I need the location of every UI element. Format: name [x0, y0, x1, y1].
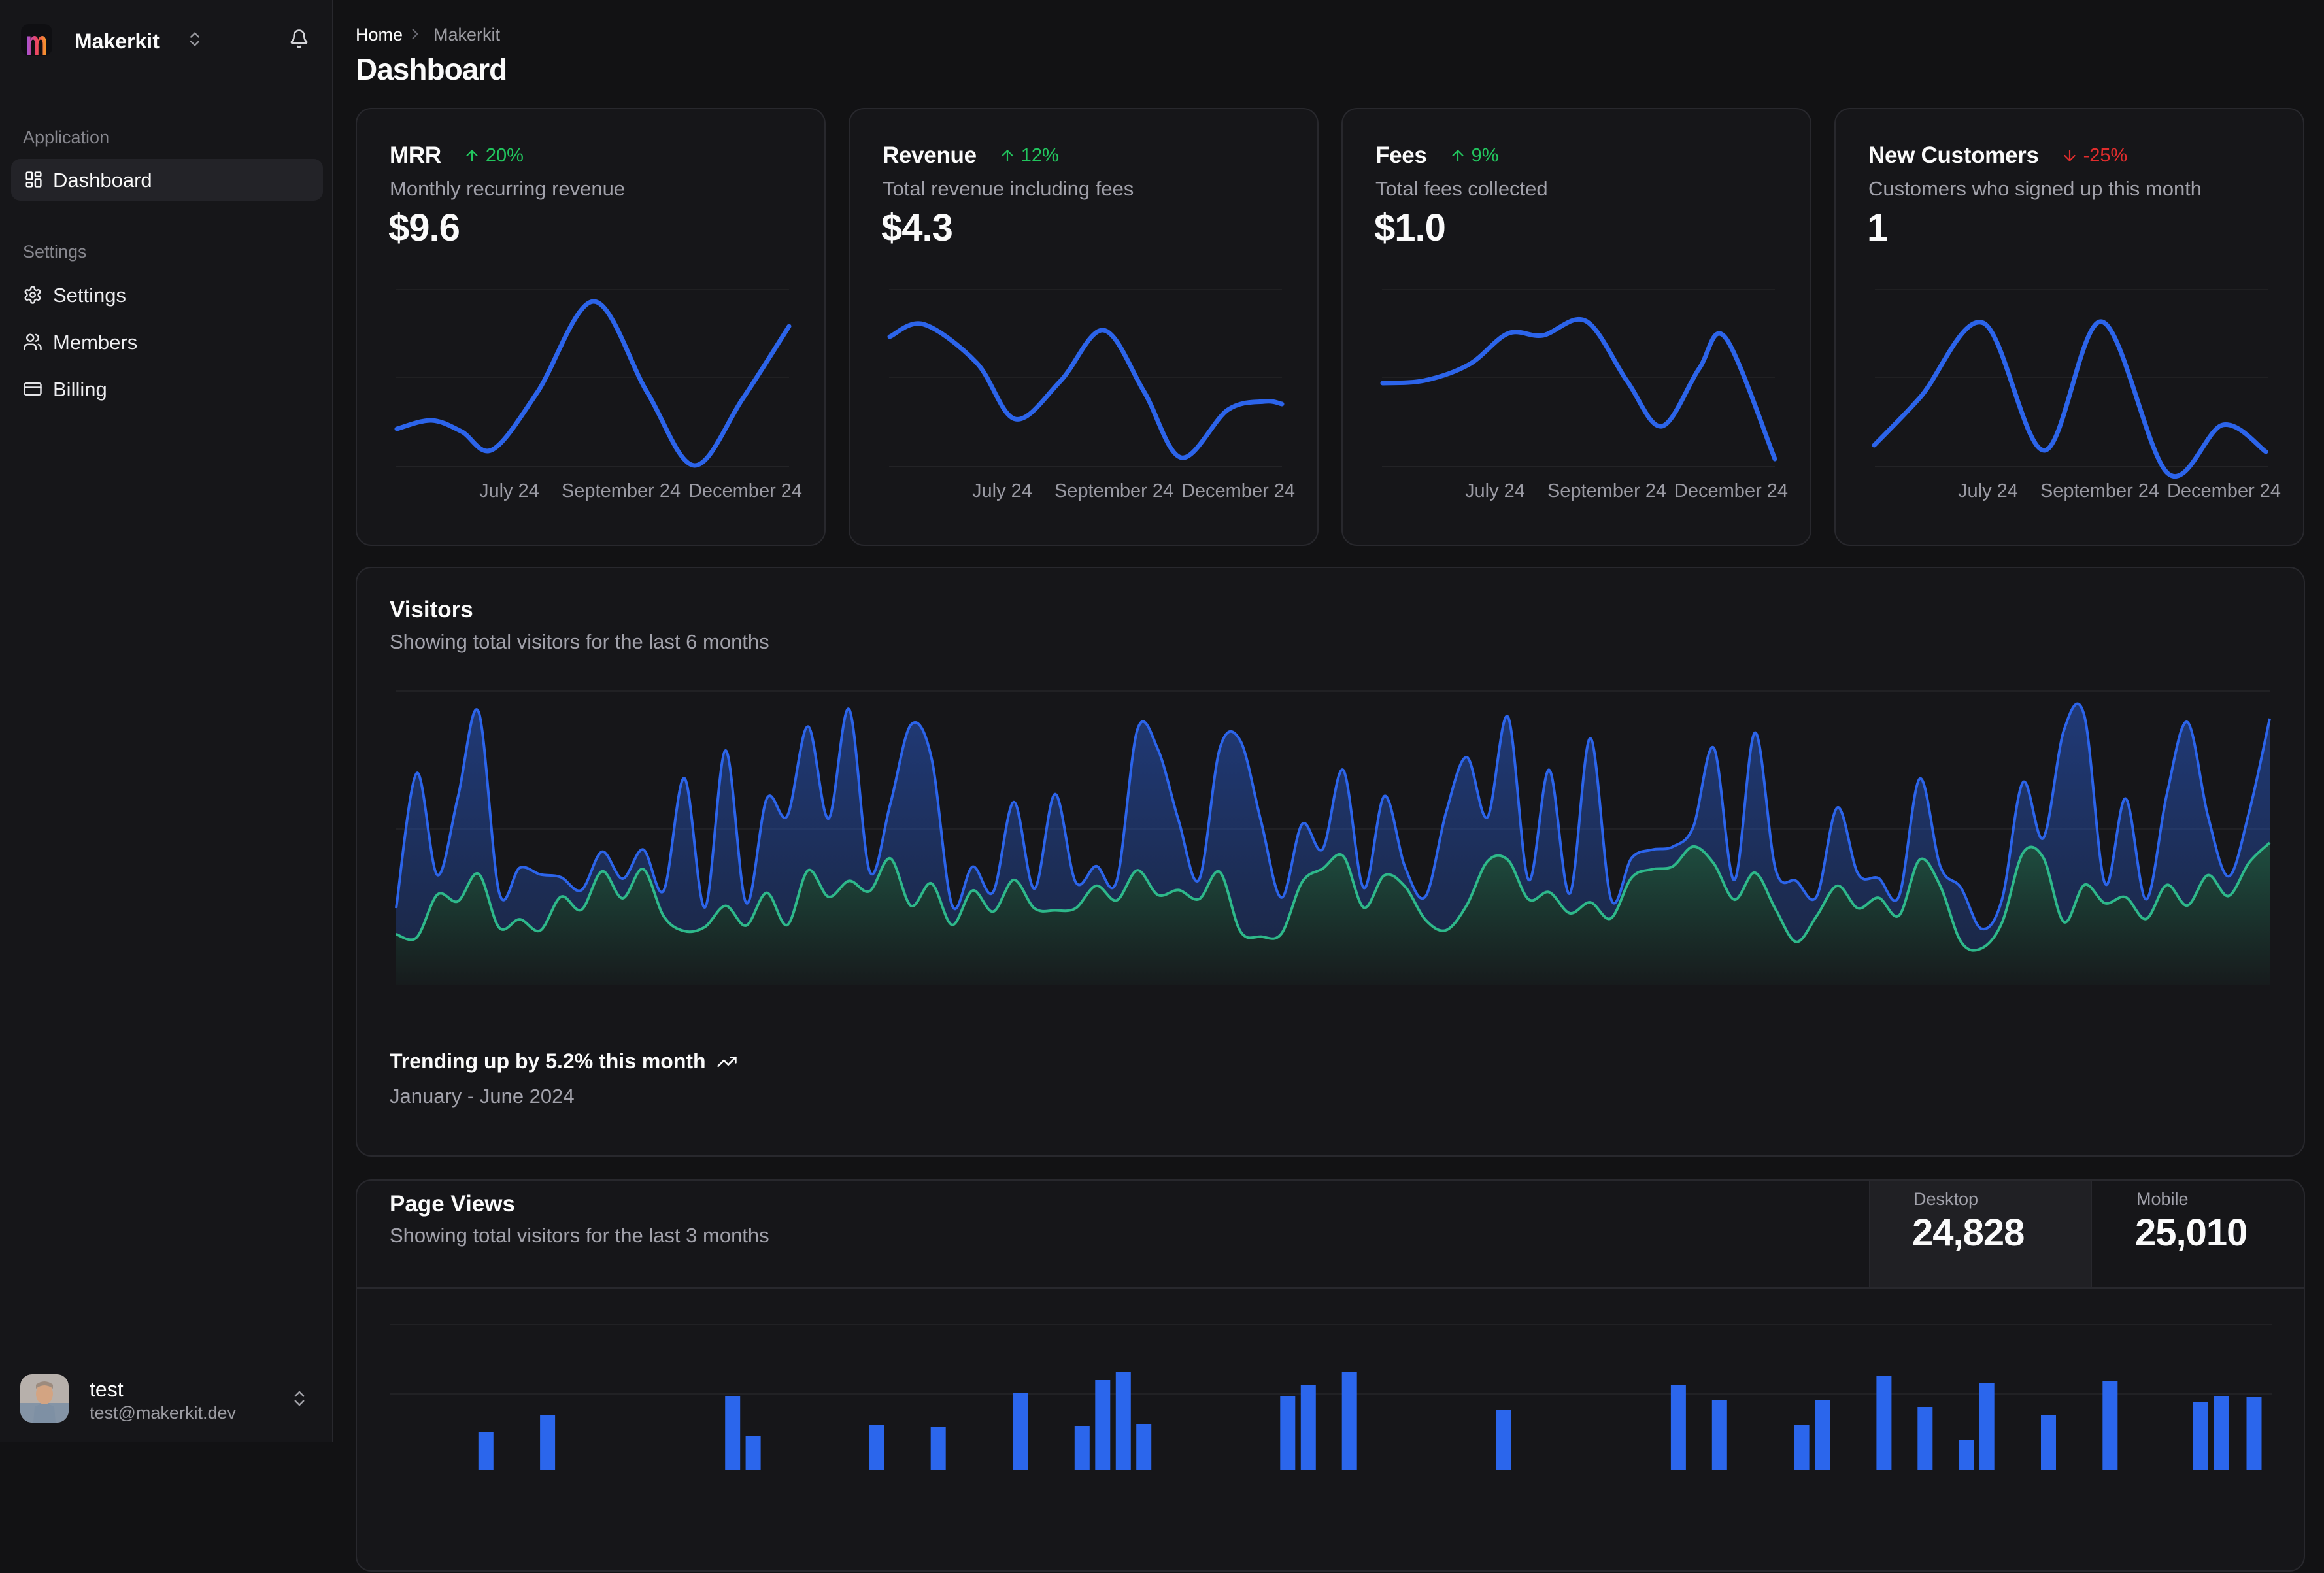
svg-text:September 24: September 24: [562, 481, 681, 501]
svg-text:December 24: December 24: [688, 481, 802, 501]
svg-text:December 24: December 24: [2167, 481, 2281, 501]
svg-text:December 24: December 24: [1674, 481, 1788, 501]
svg-text:December 24: December 24: [1181, 481, 1295, 501]
svg-text:m: m: [25, 24, 48, 56]
svg-text:September 24: September 24: [1547, 481, 1666, 501]
svg-text:July 24: July 24: [1465, 481, 1525, 501]
svg-text:September 24: September 24: [1054, 481, 1173, 501]
svg-text:July 24: July 24: [1958, 481, 2018, 501]
svg-text:September 24: September 24: [2040, 481, 2159, 501]
svg-text:July 24: July 24: [972, 481, 1032, 501]
svg-text:July 24: July 24: [479, 481, 539, 501]
